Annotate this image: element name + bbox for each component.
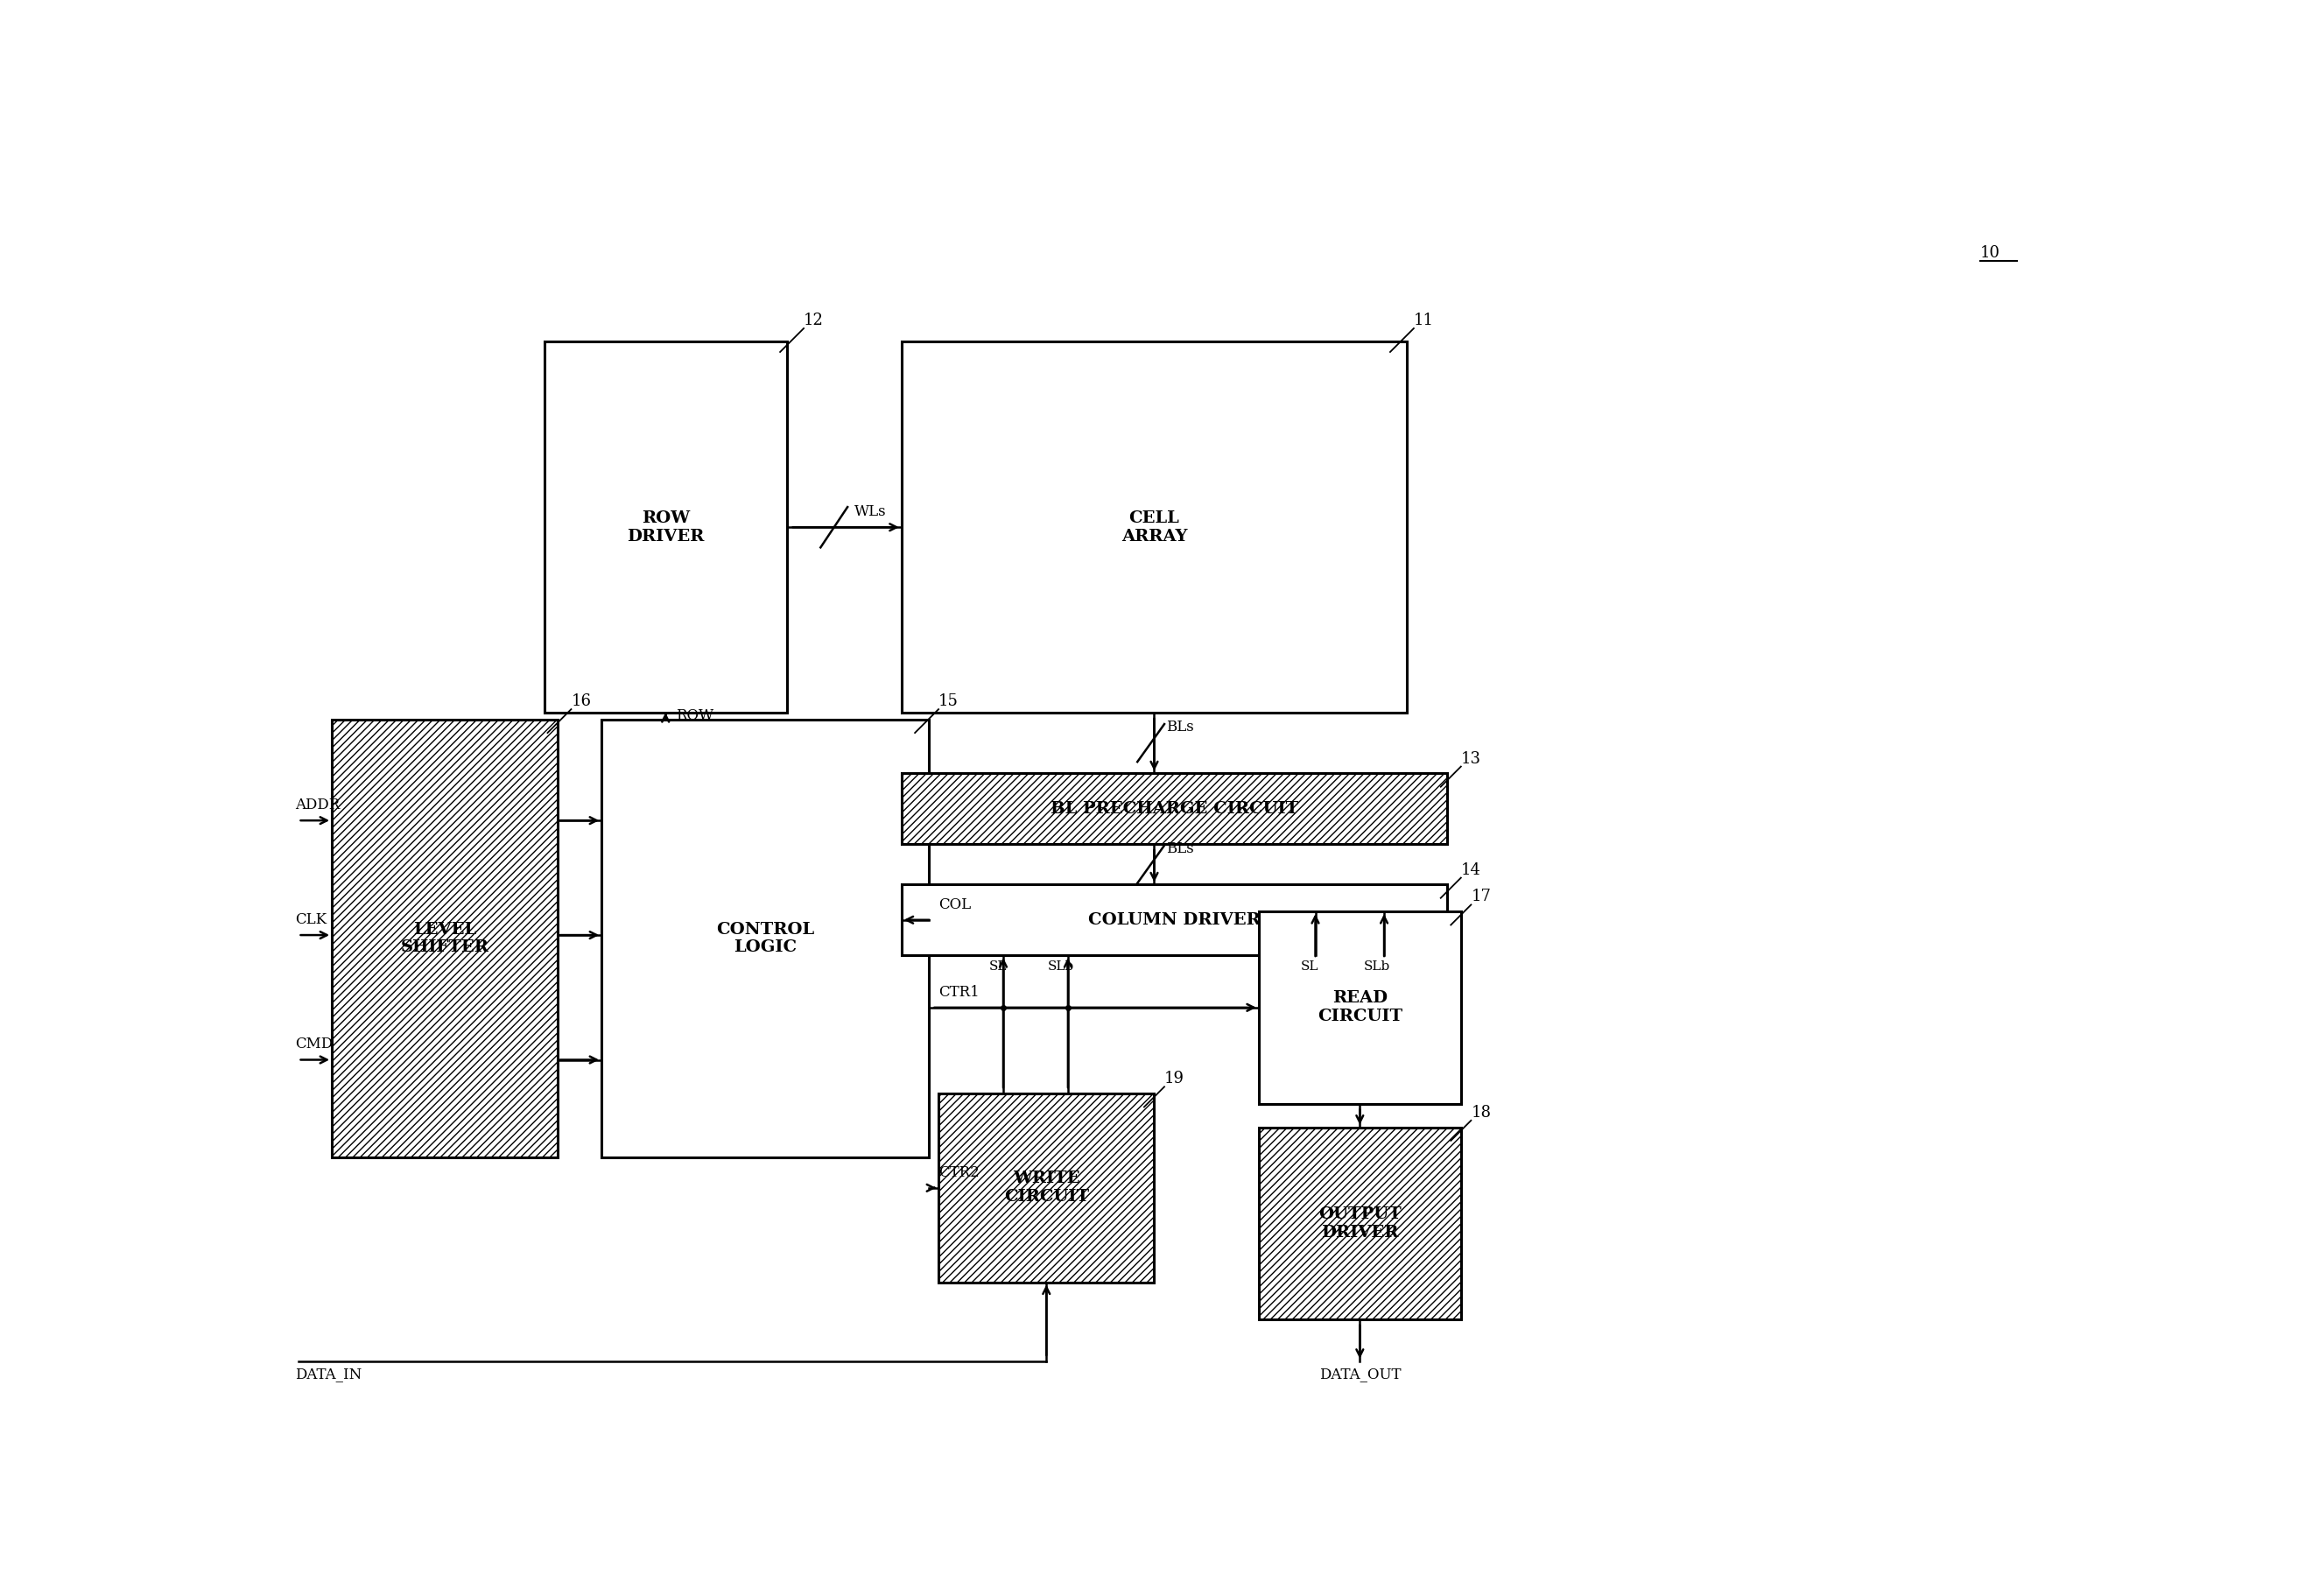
Bar bbox=[1258, 911, 1461, 1103]
Text: 13: 13 bbox=[1461, 750, 1482, 766]
Text: LEVEL
SHIFTER: LEVEL SHIFTER bbox=[400, 921, 488, 956]
Text: 14: 14 bbox=[1461, 862, 1482, 878]
Text: WRITE
CIRCUIT: WRITE CIRCUIT bbox=[1003, 1171, 1089, 1205]
Text: CMD: CMD bbox=[296, 1037, 333, 1052]
Bar bbox=[543, 342, 786, 713]
Text: 12: 12 bbox=[805, 313, 823, 329]
Text: CELL
ARRAY: CELL ARRAY bbox=[1121, 511, 1188, 544]
Text: ADDR: ADDR bbox=[296, 798, 340, 812]
Bar bbox=[902, 774, 1447, 844]
Text: ROW: ROW bbox=[675, 709, 714, 723]
Text: 19: 19 bbox=[1165, 1071, 1184, 1087]
Text: 15: 15 bbox=[939, 694, 959, 709]
Text: COL: COL bbox=[939, 897, 971, 911]
Text: BLs: BLs bbox=[1165, 841, 1195, 855]
Text: BLs: BLs bbox=[1165, 720, 1195, 734]
Text: COLUMN DRIVER: COLUMN DRIVER bbox=[1089, 911, 1260, 927]
Text: SLb: SLb bbox=[1047, 961, 1075, 972]
Text: 18: 18 bbox=[1470, 1104, 1491, 1120]
Text: 10: 10 bbox=[1979, 246, 2000, 262]
Bar bbox=[1258, 1127, 1461, 1320]
Text: 16: 16 bbox=[571, 694, 592, 709]
Text: CTR2: CTR2 bbox=[939, 1165, 980, 1179]
Text: BL PRECHARGE CIRCUIT: BL PRECHARGE CIRCUIT bbox=[1050, 801, 1299, 817]
Text: DATA_OUT: DATA_OUT bbox=[1318, 1366, 1401, 1382]
Bar bbox=[333, 720, 557, 1157]
Text: READ
CIRCUIT: READ CIRCUIT bbox=[1318, 991, 1403, 1025]
Text: 17: 17 bbox=[1470, 889, 1491, 905]
Text: CLK: CLK bbox=[296, 911, 326, 927]
Text: WLs: WLs bbox=[853, 504, 885, 519]
Text: SLb: SLb bbox=[1364, 961, 1390, 972]
Text: ROW
DRIVER: ROW DRIVER bbox=[627, 511, 705, 544]
Bar bbox=[939, 1093, 1154, 1282]
Text: DATA_IN: DATA_IN bbox=[296, 1366, 361, 1382]
Bar bbox=[902, 342, 1408, 713]
Text: SL: SL bbox=[1302, 961, 1318, 972]
Bar bbox=[902, 884, 1447, 956]
Text: CONTROL
LOGIC: CONTROL LOGIC bbox=[717, 921, 814, 956]
Bar bbox=[601, 720, 929, 1157]
Text: CTR1: CTR1 bbox=[939, 985, 980, 999]
Text: OUTPUT
DRIVER: OUTPUT DRIVER bbox=[1318, 1207, 1401, 1240]
Text: 11: 11 bbox=[1413, 313, 1433, 329]
Text: SL: SL bbox=[990, 961, 1006, 972]
